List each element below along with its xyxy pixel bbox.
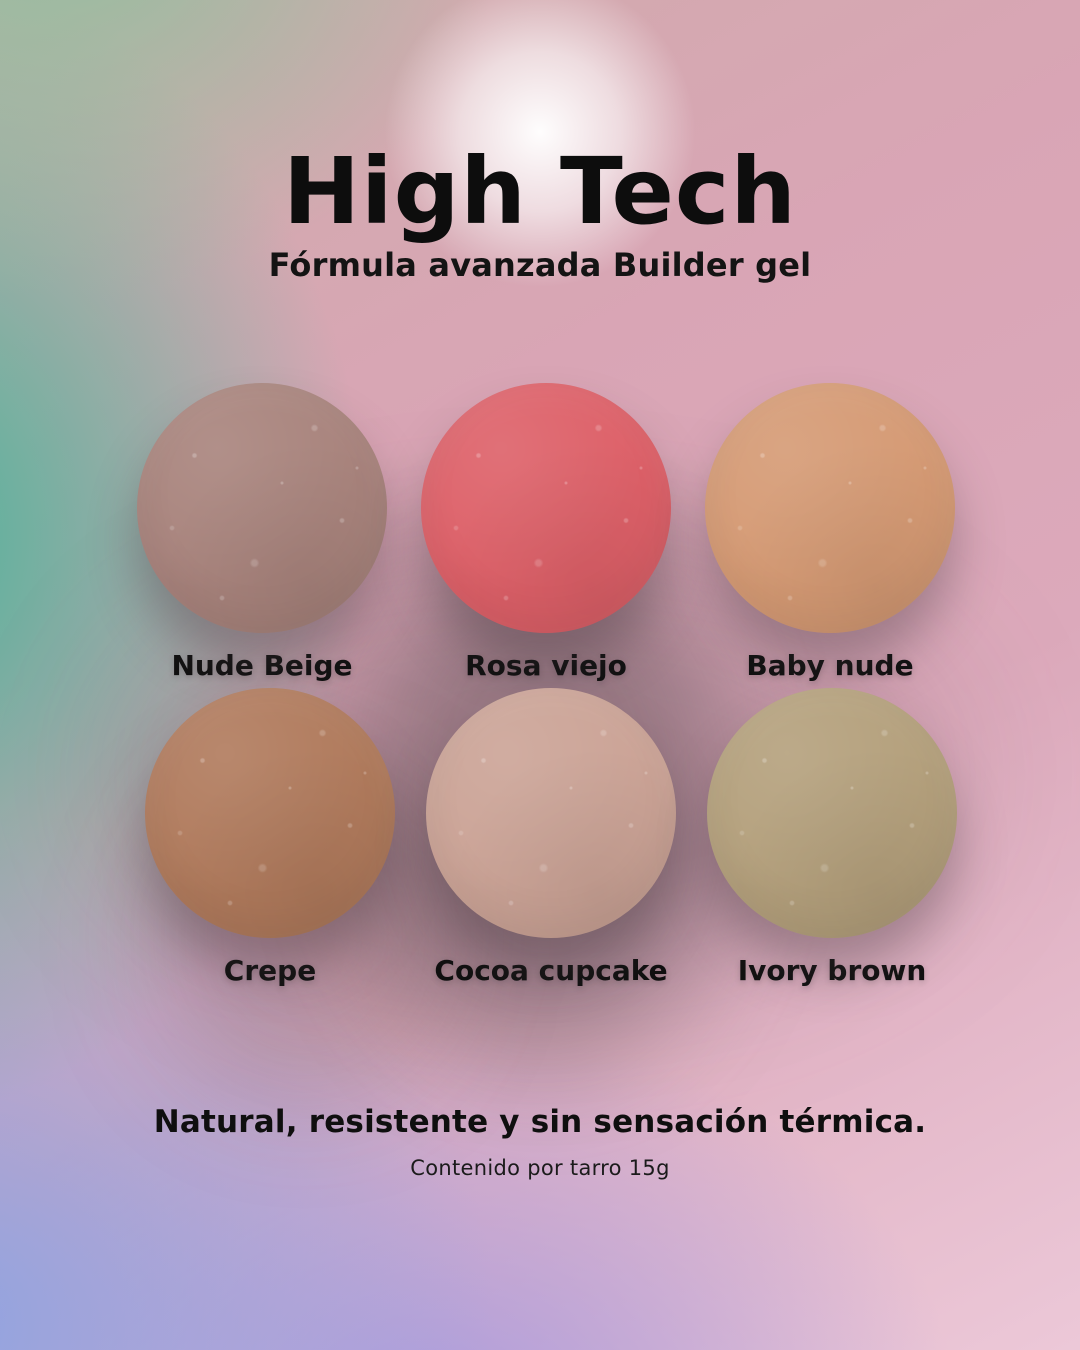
page-title: High Tech bbox=[283, 138, 797, 245]
swatch-crepe: Crepe bbox=[145, 688, 395, 987]
swatch-baby-nude: Baby nude bbox=[705, 383, 955, 682]
swatch-label-ivory-brown: Ivory brown bbox=[737, 954, 927, 987]
swatch-row-2: Crepe Cocoa cupcake Ivory brown bbox=[145, 688, 957, 987]
swatch-circle-crepe bbox=[145, 688, 395, 938]
swatch-row-1: Nude Beige Rosa viejo Baby nude bbox=[137, 383, 955, 682]
footer-note: Contenido por tarro 15g bbox=[410, 1156, 670, 1180]
swatch-ivory-brown: Ivory brown bbox=[707, 688, 957, 987]
swatch-label-nude-beige: Nude Beige bbox=[171, 649, 353, 682]
swatch-circle-cocoa-cupcake bbox=[426, 688, 676, 938]
swatch-label-cocoa-cupcake: Cocoa cupcake bbox=[434, 954, 668, 987]
header: High Tech Fórmula avanzada Builder gel bbox=[0, 138, 1080, 285]
swatch-circle-ivory-brown bbox=[707, 688, 957, 938]
swatch-label-rosa-viejo: Rosa viejo bbox=[465, 649, 627, 682]
swatch-label-baby-nude: Baby nude bbox=[746, 649, 914, 682]
swatch-circle-nude-beige bbox=[137, 383, 387, 633]
swatch-cocoa-cupcake: Cocoa cupcake bbox=[426, 688, 676, 987]
swatch-circle-rosa-viejo bbox=[421, 383, 671, 633]
footer-headline: Natural, resistente y sin sensación térm… bbox=[153, 1104, 927, 1140]
page-subtitle: Fórmula avanzada Builder gel bbox=[268, 246, 812, 284]
swatch-circle-baby-nude bbox=[705, 383, 955, 633]
swatch-nude-beige: Nude Beige bbox=[137, 383, 387, 682]
swatch-label-crepe: Crepe bbox=[223, 954, 317, 987]
swatch-rosa-viejo: Rosa viejo bbox=[421, 383, 671, 682]
footer: Natural, resistente y sin sensación térm… bbox=[0, 1104, 1080, 1180]
